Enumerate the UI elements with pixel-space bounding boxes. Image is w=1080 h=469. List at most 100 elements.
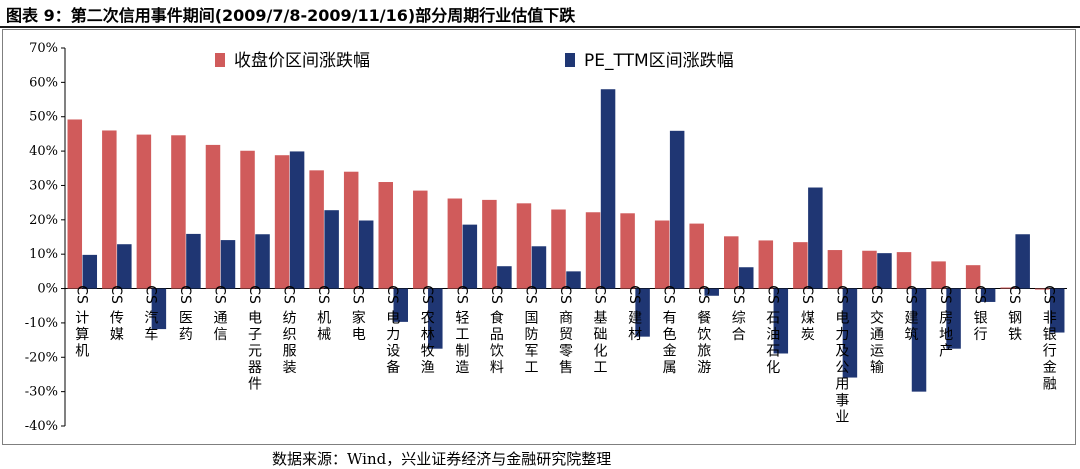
category-char: 油 — [766, 327, 780, 343]
price-change-bar — [240, 150, 255, 289]
category-char: 游 — [697, 360, 711, 376]
category-char: 料 — [490, 360, 504, 376]
category-prefix: CS — [764, 285, 780, 304]
pe-change-bar — [600, 89, 616, 289]
price-change-bar — [67, 119, 83, 289]
legend-swatch — [565, 53, 575, 67]
category-char: 车 — [144, 326, 158, 343]
pe-change-bar — [220, 240, 236, 289]
category-prefix: CS — [626, 285, 642, 304]
category-char: 煤 — [801, 311, 815, 327]
category-char: 筑 — [905, 327, 919, 343]
category-char: 国 — [524, 311, 538, 327]
category-prefix: CS — [419, 285, 435, 304]
legend-label: PE_TTM区间涨跌幅 — [584, 51, 734, 71]
category-char: 饮 — [490, 344, 504, 360]
price-change-bar — [620, 213, 635, 289]
pe-change-bar — [531, 246, 547, 289]
category-char: 媒 — [110, 327, 124, 343]
category-char: 融 — [1043, 377, 1057, 393]
category-char: 材 — [628, 327, 642, 343]
category-char: 家 — [352, 310, 366, 327]
category-char: 属 — [663, 360, 677, 376]
category-char: 器 — [248, 360, 262, 376]
category-label: CS 汽车 — [142, 285, 158, 343]
category-char: 工 — [594, 360, 608, 376]
category-char: 输 — [870, 360, 884, 376]
y-tick-label: 30% — [29, 178, 58, 193]
price-change-bar — [758, 240, 774, 289]
y-tick-label: 70% — [29, 41, 58, 56]
pe-change-bar — [842, 288, 858, 378]
category-char: 行 — [974, 327, 988, 343]
category-char: 渔 — [421, 360, 435, 376]
category-char: 械 — [317, 327, 331, 343]
pe-change-bar — [497, 266, 512, 289]
category-char: 农 — [421, 311, 435, 327]
category-label: CS 通信 — [211, 285, 227, 343]
category-char: 工 — [524, 360, 538, 376]
price-change-bar — [309, 170, 324, 289]
category-char: 化 — [594, 344, 608, 360]
pe-change-bar — [289, 151, 305, 289]
y-tick-label: -40% — [25, 419, 58, 434]
category-char: 础 — [594, 327, 608, 343]
chart-frame: 70% 60% 50% 40% 30% 20% 10% 0% -10% -20% -30% -40% … — [2, 29, 1076, 445]
category-char: 算 — [75, 327, 89, 343]
y-tick-label: -20% — [25, 350, 58, 365]
category-char: 公 — [835, 360, 849, 376]
category-prefix: CS — [177, 285, 193, 304]
category-char: 防 — [524, 327, 538, 343]
category-char: 用 — [835, 377, 849, 393]
pe-change-bar — [808, 187, 823, 289]
y-tick-label: 10% — [29, 247, 58, 262]
category-char: 机 — [75, 344, 89, 360]
category-char: 商 — [559, 311, 573, 327]
category-prefix: CS — [73, 285, 89, 304]
pe-change-bar — [946, 288, 961, 349]
category-char: 房 — [939, 311, 953, 327]
category-prefix: CS — [833, 285, 849, 304]
category-char: 有 — [663, 311, 677, 327]
y-tick-label: 50% — [29, 110, 58, 125]
price-change-bar — [136, 134, 152, 289]
category-char: 电 — [835, 311, 849, 327]
category-char: 石 — [766, 344, 780, 360]
category-labels: CS计算机CS传媒CS汽车CS医药CS通信CS电子元器件CS纺织服装CS机械CS… — [73, 285, 1056, 425]
category-char: 制 — [455, 344, 469, 360]
pe-change-bar — [669, 130, 685, 289]
category-label: CS 机械 — [315, 285, 331, 343]
category-char: 炭 — [801, 327, 815, 343]
category-char: 装 — [283, 360, 297, 376]
category-label: CS 家电 — [350, 285, 366, 343]
category-char: 金 — [1043, 360, 1057, 376]
pe-change-bar — [635, 288, 650, 337]
category-prefix: CS — [937, 285, 953, 304]
category-label: CS 建材 — [626, 285, 642, 343]
category-prefix: CS — [488, 285, 504, 304]
category-char: 地 — [939, 327, 953, 343]
y-tick-label: -30% — [25, 385, 58, 400]
price-change-bar — [862, 250, 877, 289]
category-label: CS 医药 — [177, 285, 193, 343]
price-change-bar — [482, 199, 497, 289]
category-prefix: CS — [453, 285, 469, 304]
category-char: 业 — [835, 410, 849, 426]
pe-change-bar — [980, 288, 996, 302]
pe-change-bar — [877, 253, 892, 289]
pe-change-bar — [773, 288, 789, 354]
pe-change-bar — [358, 220, 374, 289]
pe-change-bar — [151, 288, 167, 330]
category-prefix: CS — [108, 285, 124, 304]
pe-change-bar — [1049, 288, 1065, 333]
price-change-bar — [516, 203, 532, 289]
